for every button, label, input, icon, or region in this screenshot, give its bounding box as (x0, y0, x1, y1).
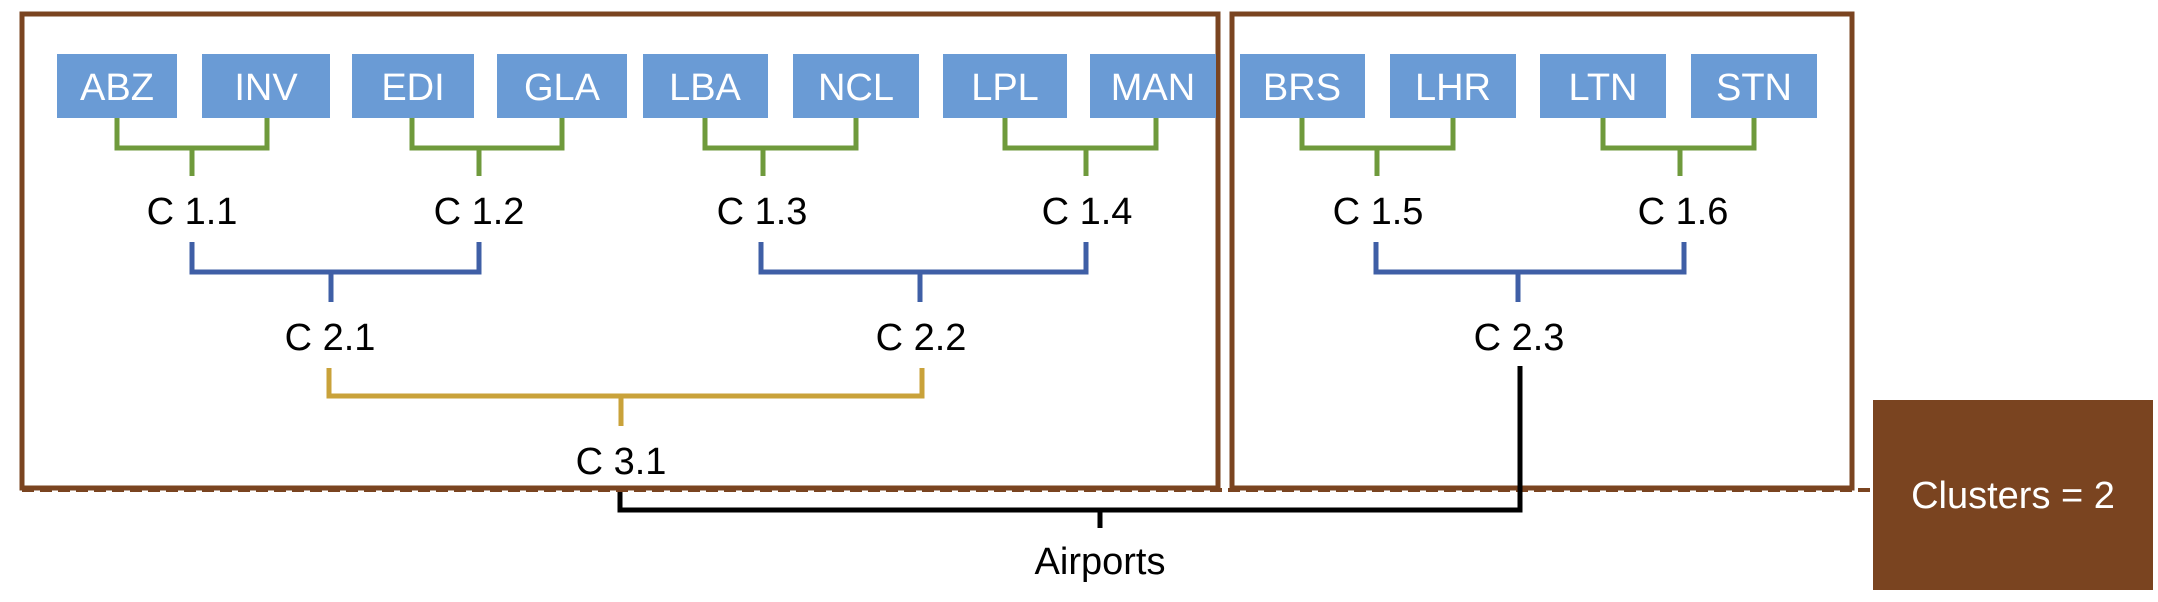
leaf-label-ltn: LTN (1569, 67, 1638, 109)
cluster-label-c2-2: C 2.2 (876, 317, 967, 359)
cluster-label-c1-6: C 1.6 (1638, 191, 1729, 233)
cluster-label-c1-3: C 1.3 (717, 191, 808, 233)
leaf-nodes: ABZ INV EDI GLA LBA NCL LPL MAN BRS LHR … (57, 54, 1817, 118)
level2-labels: C 2.1 C 2.2 C 2.3 (285, 317, 1565, 359)
leaf-box-ncl (793, 54, 919, 118)
link-c2-2 (758, 242, 1089, 275)
link-c3-1 (326, 368, 925, 399)
cluster-label-c2-3: C 2.3 (1474, 317, 1565, 359)
leaf-box-man (1090, 54, 1216, 118)
leaf-box-ltn (1540, 54, 1666, 118)
link-c1-4 (1002, 118, 1159, 151)
cluster-boundaries (19, 11, 1880, 492)
leaf-label-lpl: LPL (971, 67, 1039, 109)
level2-links (189, 242, 1687, 302)
root-label: Airports (1035, 541, 1166, 583)
leaf-label-inv: INV (234, 67, 298, 109)
leaf-label-lhr: LHR (1415, 67, 1491, 109)
leaf-label-ncl: NCL (818, 67, 894, 109)
link-c1-6 (1600, 118, 1757, 151)
level3-links (326, 368, 925, 426)
leaf-label-abz: ABZ (80, 67, 154, 109)
cluster-label-c1-1: C 1.1 (147, 191, 238, 233)
leaf-box-lpl (943, 54, 1067, 118)
level1-links (114, 118, 1757, 176)
badge-box (1873, 400, 2153, 590)
leaf-box-lhr (1390, 54, 1516, 118)
leaf-box-edi (352, 54, 474, 118)
link-c1-3 (702, 118, 859, 151)
link-root (617, 366, 1523, 513)
leaf-label-lba: LBA (669, 67, 741, 109)
leaf-box-brs (1240, 54, 1365, 118)
leaf-box-abz (57, 54, 177, 118)
link-c2-1 (189, 242, 482, 275)
leaf-label-brs: BRS (1263, 67, 1341, 109)
leaf-box-lba (643, 54, 768, 118)
cluster-label-c3-1: C 3.1 (576, 441, 667, 483)
leaf-box-gla (497, 54, 627, 118)
link-c2-3 (1373, 242, 1687, 275)
cluster-label-c1-5: C 1.5 (1333, 191, 1424, 233)
cluster-label-c1-2: C 1.2 (434, 191, 525, 233)
cluster-count-badge: Clusters = 2 (1873, 400, 2153, 590)
leaf-box-inv (202, 54, 330, 118)
link-c1-5 (1299, 118, 1456, 151)
cluster-label-c1-4: C 1.4 (1042, 191, 1133, 233)
leaf-box-stn (1691, 54, 1817, 118)
link-c1-1 (114, 118, 270, 151)
leaf-label-stn: STN (1716, 67, 1792, 109)
leaf-label-edi: EDI (381, 67, 444, 109)
badge-label: Clusters = 2 (1911, 475, 2115, 517)
leaf-label-gla: GLA (524, 67, 601, 109)
cluster-label-c2-1: C 2.1 (285, 317, 376, 359)
root-links (617, 366, 1523, 528)
leaf-label-man: MAN (1111, 67, 1195, 109)
level1-labels: C 1.1 C 1.2 C 1.3 C 1.4 C 1.5 C 1.6 (147, 191, 1729, 233)
link-c1-2 (409, 118, 565, 151)
